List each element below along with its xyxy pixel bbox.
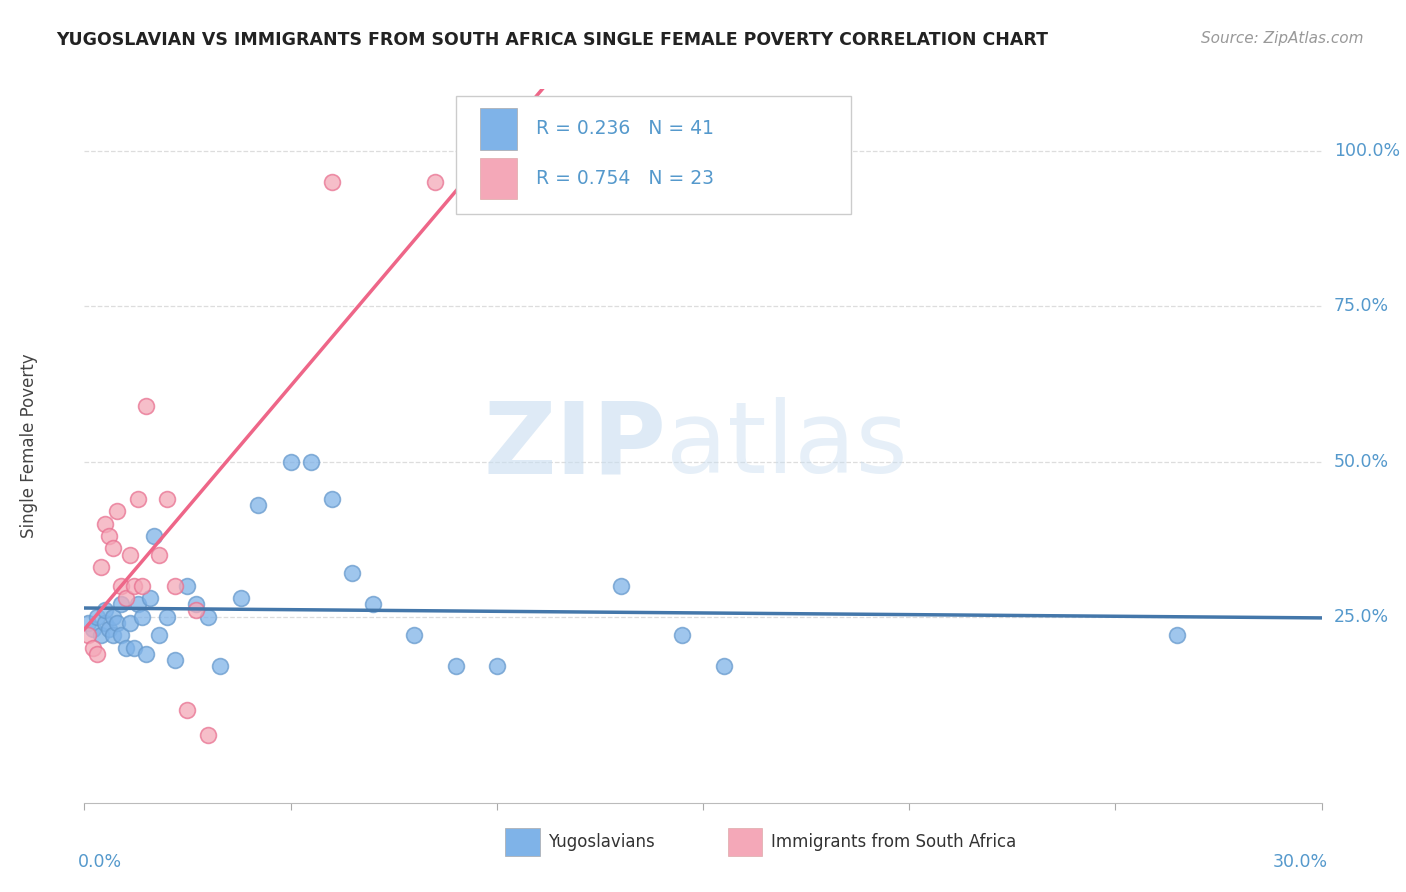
Point — [197, 609, 219, 624]
Text: 75.0%: 75.0% — [1334, 297, 1389, 316]
Text: 30.0%: 30.0% — [1272, 853, 1327, 871]
Text: R = 0.236   N = 41: R = 0.236 N = 41 — [536, 120, 714, 138]
Point — [98, 529, 121, 543]
Point — [82, 640, 104, 655]
FancyBboxPatch shape — [481, 108, 517, 150]
Text: 25.0%: 25.0% — [1334, 607, 1389, 625]
FancyBboxPatch shape — [728, 828, 762, 856]
FancyBboxPatch shape — [456, 96, 852, 214]
Point — [103, 541, 125, 556]
Text: 0.0%: 0.0% — [79, 853, 122, 871]
Point — [165, 579, 187, 593]
Text: ZIP: ZIP — [484, 398, 666, 494]
FancyBboxPatch shape — [481, 158, 517, 200]
Point — [94, 603, 117, 617]
Point — [110, 597, 132, 611]
Point — [404, 628, 426, 642]
Point — [229, 591, 252, 605]
Point — [127, 491, 149, 506]
Point — [1166, 628, 1188, 642]
Point — [122, 640, 145, 655]
Point — [103, 628, 125, 642]
Point — [118, 615, 141, 630]
Point — [156, 491, 179, 506]
Point — [103, 609, 125, 624]
Point — [165, 653, 187, 667]
Point — [90, 628, 112, 642]
Point — [423, 175, 446, 189]
Point — [110, 579, 132, 593]
Point — [127, 597, 149, 611]
Point — [135, 399, 157, 413]
Point — [321, 175, 343, 189]
Point — [156, 609, 179, 624]
Point — [148, 628, 170, 642]
Point — [90, 560, 112, 574]
Text: Yugoslavians: Yugoslavians — [548, 833, 655, 851]
Point — [118, 548, 141, 562]
Point — [114, 640, 136, 655]
Point — [321, 491, 343, 506]
Point — [184, 603, 207, 617]
Text: 50.0%: 50.0% — [1334, 452, 1389, 470]
Point — [176, 703, 198, 717]
Point — [143, 529, 166, 543]
Point — [110, 628, 132, 642]
Point — [94, 516, 117, 531]
FancyBboxPatch shape — [505, 828, 540, 856]
Point — [280, 454, 302, 468]
Point — [609, 579, 631, 593]
Point — [148, 548, 170, 562]
Point — [122, 579, 145, 593]
Point — [77, 615, 100, 630]
Point — [299, 454, 322, 468]
Point — [94, 615, 117, 630]
Point — [444, 659, 467, 673]
Point — [197, 727, 219, 741]
Point — [135, 647, 157, 661]
Point — [246, 498, 269, 512]
Point — [342, 566, 364, 581]
Text: 100.0%: 100.0% — [1334, 142, 1400, 161]
Text: Immigrants from South Africa: Immigrants from South Africa — [770, 833, 1017, 851]
Point — [131, 609, 153, 624]
Point — [131, 579, 153, 593]
Point — [209, 659, 232, 673]
Point — [105, 615, 128, 630]
Point — [82, 622, 104, 636]
Point — [86, 647, 108, 661]
Point — [485, 659, 508, 673]
Point — [86, 609, 108, 624]
Point — [713, 659, 735, 673]
Point — [184, 597, 207, 611]
Point — [671, 628, 693, 642]
Point — [114, 591, 136, 605]
Text: YUGOSLAVIAN VS IMMIGRANTS FROM SOUTH AFRICA SINGLE FEMALE POVERTY CORRELATION CH: YUGOSLAVIAN VS IMMIGRANTS FROM SOUTH AFR… — [56, 31, 1049, 49]
Point — [105, 504, 128, 518]
Text: atlas: atlas — [666, 398, 907, 494]
Point — [139, 591, 162, 605]
Text: R = 0.754   N = 23: R = 0.754 N = 23 — [536, 169, 714, 188]
Text: Source: ZipAtlas.com: Source: ZipAtlas.com — [1201, 31, 1364, 46]
Point — [176, 579, 198, 593]
Point — [77, 628, 100, 642]
Point — [361, 597, 384, 611]
Point — [98, 622, 121, 636]
Text: Single Female Poverty: Single Female Poverty — [20, 354, 38, 538]
